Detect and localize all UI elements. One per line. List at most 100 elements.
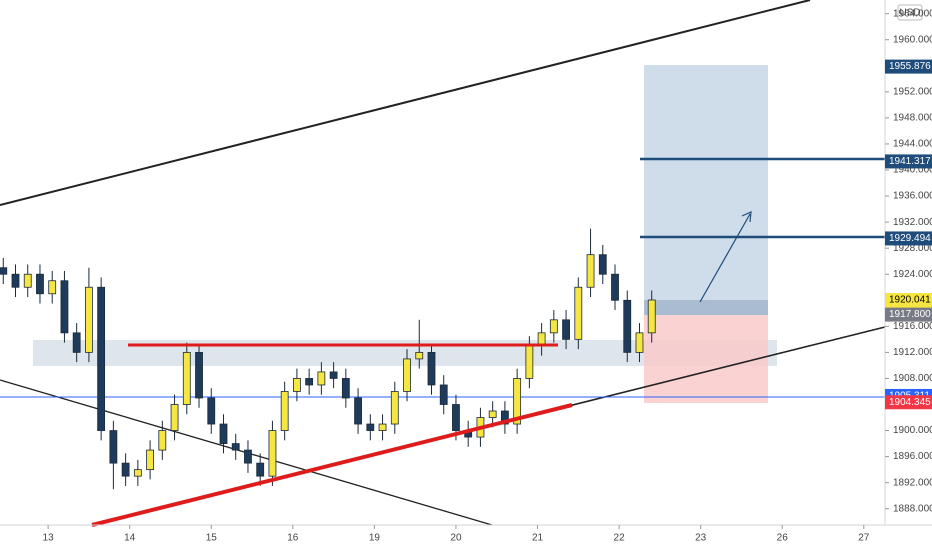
candle-body (195, 351, 203, 399)
x-tick-label: 20 (450, 533, 462, 544)
y-tick-label: 1888.000 (893, 503, 932, 514)
y-tick-label: 1900.000 (893, 425, 932, 436)
x-tick-label: 15 (206, 533, 218, 544)
x-tick-label: 14 (124, 533, 136, 544)
entry-strip (644, 300, 768, 315)
candle-body (23, 273, 32, 288)
candle-body (403, 358, 411, 392)
candle-body (109, 430, 118, 464)
y-tick-label: 1924.000 (893, 269, 932, 280)
candle-body (415, 351, 424, 360)
candle-body (158, 430, 167, 451)
candle-body (378, 423, 387, 431)
y-tick-label: 1892.000 (893, 477, 932, 488)
candle-body (11, 273, 20, 288)
candle-body (525, 345, 534, 379)
candle-body (280, 391, 289, 431)
candle-body (60, 280, 69, 334)
candle-body (305, 378, 314, 386)
y-tick-label: 1908.000 (893, 373, 932, 384)
candle-body (133, 469, 142, 477)
candle-body (488, 410, 497, 418)
price-label-box (885, 307, 932, 322)
candle-body (635, 332, 644, 353)
candle-body (256, 462, 265, 477)
price-label-box (885, 59, 932, 74)
price-label: 1955.876 (889, 61, 931, 72)
target-zone (644, 65, 768, 315)
candle-body (244, 449, 252, 464)
candle-body (0, 267, 8, 275)
candle-body (182, 351, 191, 405)
candles (0, 228, 656, 490)
y-tick-label: 1964.000 (893, 8, 932, 19)
candle-body (170, 404, 179, 431)
stop-zone (644, 315, 768, 403)
candle-body (390, 391, 399, 425)
y-tick-label: 1952.000 (893, 86, 932, 97)
candle-body (452, 404, 460, 431)
x-tick-label: 26 (777, 533, 789, 544)
x-tick-label: 13 (43, 533, 55, 544)
candle-body (611, 273, 619, 301)
y-tick-label: 1960.000 (893, 34, 932, 45)
x-tick-label: 27 (858, 533, 870, 544)
y-tick-label: 1948.000 (893, 113, 932, 124)
candle-body (219, 423, 228, 444)
price-label: 1904.345 (889, 397, 931, 408)
currency-badge[interactable] (897, 4, 923, 21)
x-tick-label: 23 (695, 533, 707, 544)
channel-top (0, 0, 811, 206)
candle-body (439, 384, 448, 405)
candle-body (647, 299, 656, 334)
price-label: 1929.494 (889, 233, 931, 244)
candle-body (48, 280, 57, 295)
y-tick-label: 1944.000 (893, 139, 932, 150)
price-label: 1920.041 (889, 295, 931, 306)
price-label-box (885, 154, 932, 169)
y-tick-label: 1916.000 (893, 321, 932, 332)
candle-body (317, 371, 326, 386)
price-label: 1917.800 (889, 309, 931, 320)
x-tick-label: 22 (614, 533, 626, 544)
candle-body (513, 378, 522, 425)
candle-body (293, 378, 301, 392)
arrow-head (741, 211, 752, 223)
y-tick-label: 1896.000 (893, 451, 932, 462)
candle-body (500, 410, 509, 425)
candle-body (427, 351, 436, 386)
x-tick-label: 16 (287, 533, 299, 544)
price-label-box (885, 395, 932, 410)
candle-body (72, 332, 81, 353)
candle-body (231, 443, 240, 451)
candle-body (146, 449, 154, 471)
arrow (699, 213, 751, 303)
x-tick-label: 21 (532, 533, 544, 544)
candle-body (354, 397, 362, 425)
support-trendline (91, 403, 573, 527)
currency: USD (899, 8, 920, 19)
candle-body (549, 319, 558, 334)
candle-body (598, 254, 607, 275)
price-label-box (885, 231, 932, 246)
candle-body (121, 462, 130, 477)
y-tick-label: 1940.000 (893, 165, 932, 176)
candle-body (574, 286, 583, 340)
y-tick-label: 1928.000 (893, 243, 932, 254)
price-label-box (885, 293, 932, 308)
price-label: 1941.317 (889, 156, 931, 167)
candle-body (85, 286, 93, 353)
candle-body (207, 397, 216, 425)
candle-body (36, 273, 44, 295)
candle-body (268, 430, 277, 477)
candle-body (341, 378, 350, 399)
candle-body (586, 254, 595, 288)
x-tick-label: 19 (369, 533, 381, 544)
candle-body (366, 423, 375, 431)
y-tick-label: 1912.000 (893, 347, 932, 358)
y-tick-label: 1932.000 (893, 217, 932, 228)
y-tick-label: 1936.000 (893, 191, 932, 202)
candle-body (329, 371, 338, 379)
